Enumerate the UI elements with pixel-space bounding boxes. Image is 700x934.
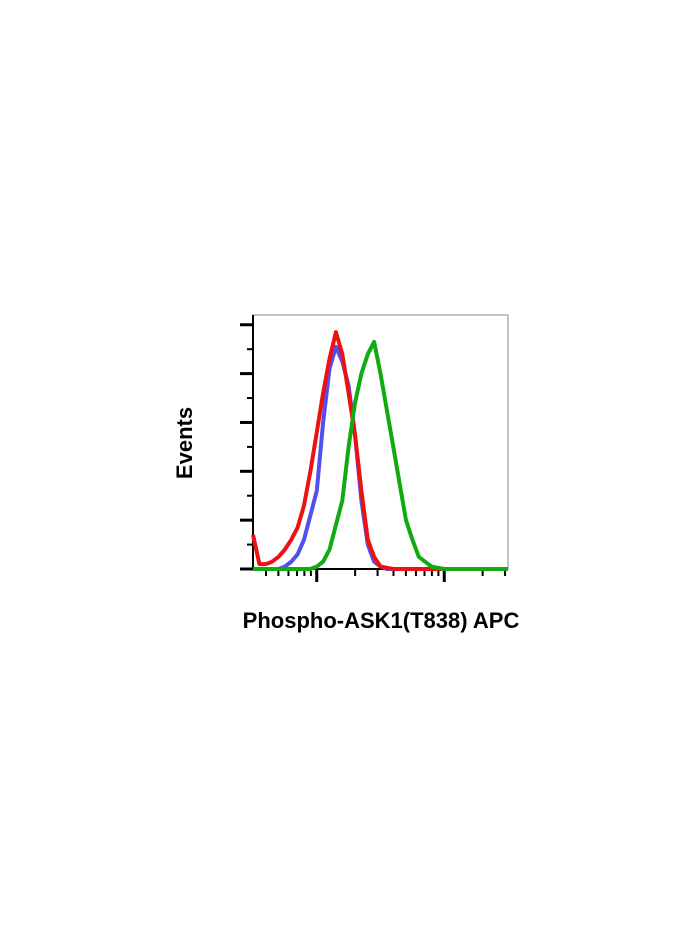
y-axis-label: Events bbox=[172, 407, 197, 479]
x-axis-label: Phospho-ASK1(T838) APC bbox=[243, 608, 520, 633]
plot-frame bbox=[252, 314, 509, 570]
series-line bbox=[253, 339, 508, 571]
